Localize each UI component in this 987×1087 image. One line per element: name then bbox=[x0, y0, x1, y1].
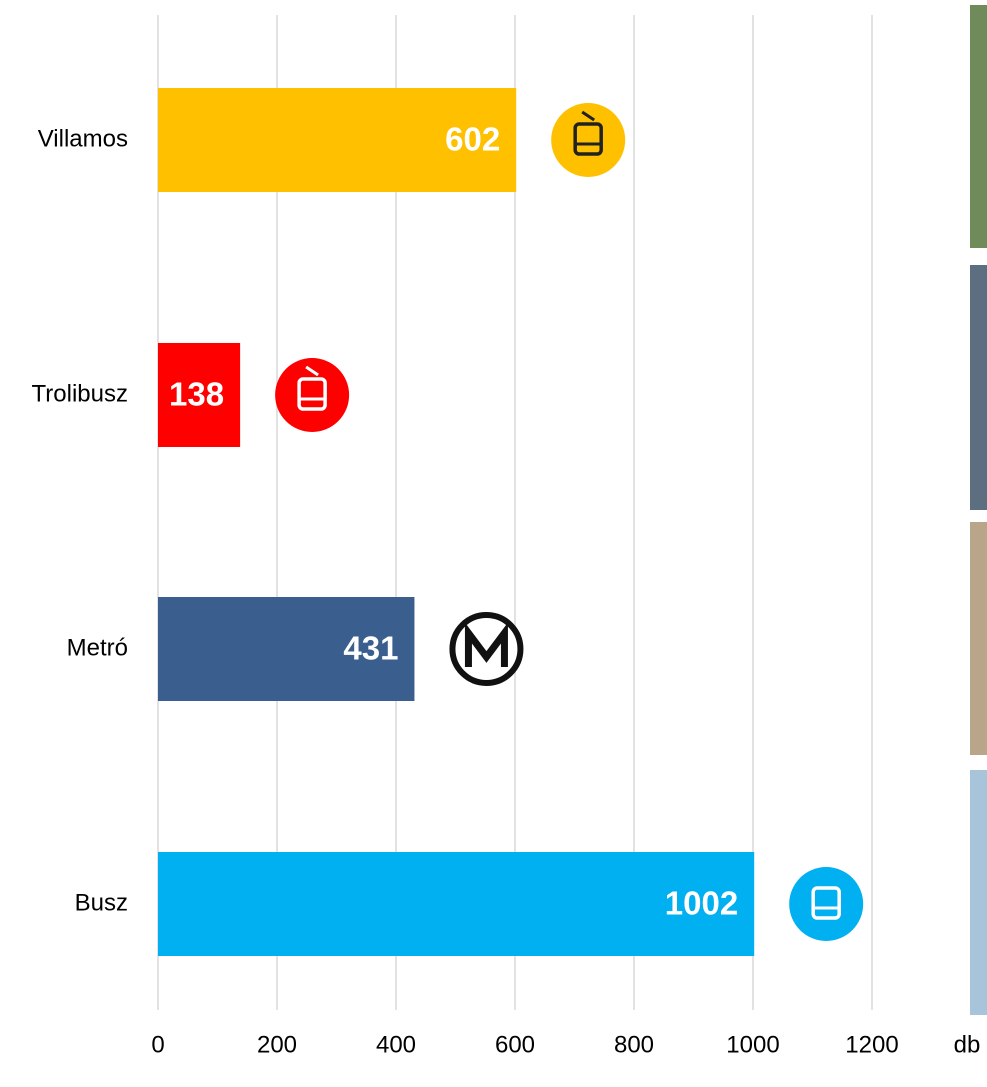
data-label: 602 bbox=[445, 121, 500, 158]
bar bbox=[158, 343, 241, 447]
x-tick-label: 1200 bbox=[845, 1031, 898, 1058]
photo bbox=[970, 522, 987, 755]
x-tick-label: 600 bbox=[495, 1031, 535, 1058]
icon-glyph bbox=[297, 377, 327, 411]
icon-circle bbox=[275, 358, 350, 432]
x-tick-label: 0 bbox=[151, 1031, 164, 1058]
bar bbox=[158, 852, 755, 956]
category-label: Villamos bbox=[38, 125, 128, 152]
x-tick-label: 800 bbox=[614, 1031, 654, 1058]
icon-glyph bbox=[464, 622, 508, 667]
x-tick-label: 1000 bbox=[726, 1031, 779, 1058]
icon-circle bbox=[789, 867, 864, 941]
data-label: 431 bbox=[343, 630, 398, 667]
photo bbox=[970, 5, 987, 248]
category-label: Trolibusz bbox=[32, 380, 128, 407]
icon bbox=[449, 612, 524, 686]
category-label: Metró bbox=[67, 634, 128, 661]
icon-glyph bbox=[581, 110, 596, 122]
category-label: Busz bbox=[75, 889, 128, 916]
data-label: 1002 bbox=[665, 885, 738, 922]
x-tick-label: 200 bbox=[257, 1031, 297, 1058]
icon bbox=[275, 358, 350, 432]
data-label: 138 bbox=[169, 376, 224, 413]
icon-glyph bbox=[573, 122, 603, 156]
photo bbox=[970, 770, 987, 1015]
bar bbox=[158, 88, 517, 192]
photo bbox=[970, 265, 987, 510]
icon-glyph bbox=[305, 365, 319, 377]
icon bbox=[551, 103, 626, 177]
icon-glyph bbox=[811, 886, 841, 920]
bar bbox=[158, 597, 415, 701]
x-axis-label: db bbox=[954, 1031, 981, 1058]
x-tick-label: 400 bbox=[376, 1031, 416, 1058]
icon-circle bbox=[449, 612, 524, 686]
icon bbox=[789, 867, 864, 941]
icon-circle bbox=[551, 103, 626, 177]
